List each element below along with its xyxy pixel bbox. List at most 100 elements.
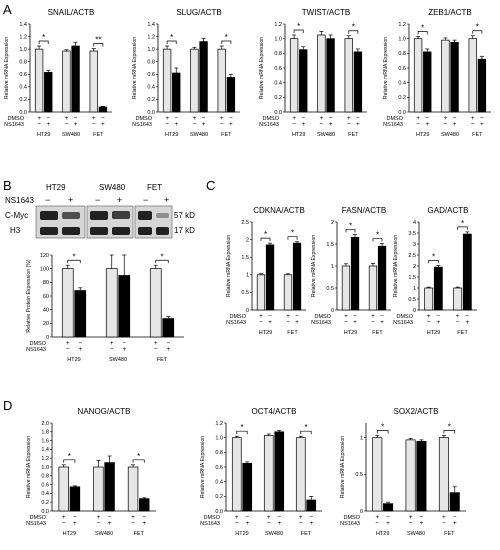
bar-dmso (344, 38, 353, 113)
y-axis-label: Relative mRNA Expression (132, 37, 138, 99)
blot-band (90, 227, 108, 235)
y-tick-label: 1.2 (398, 22, 406, 28)
y-tick-label: 0 (331, 308, 334, 314)
category-label: SW480 (441, 132, 459, 138)
dmso-sign: − (386, 514, 390, 521)
dmso-sign: + (442, 514, 446, 521)
y-tick-label: 1.8 (41, 430, 49, 436)
significance-bracket (428, 259, 439, 264)
row-label-ns1643: NS1643 (26, 347, 46, 353)
dmso-sign: − (73, 514, 77, 521)
blot-band (112, 211, 130, 219)
dmso-sign: − (356, 115, 360, 122)
blot-lane-sign: − (143, 195, 148, 205)
ns1643-sign: + (329, 121, 333, 128)
bar-dmso (413, 38, 423, 113)
y-tick-label: 0 (246, 308, 249, 314)
y-tick-label: 0.4 (147, 85, 155, 91)
y-tick-label: 1.2 (19, 34, 27, 40)
bar-ns1643 (226, 77, 236, 113)
y-tick-label: 1.0 (147, 47, 155, 53)
blot-row-label-h3: H3 (10, 226, 21, 235)
y-tick-label: 0.8 (398, 51, 406, 57)
y-axis-label: Relative mRNA Expression (200, 436, 206, 498)
ns1643-sign: − (193, 121, 197, 128)
significance-bracket (132, 459, 145, 463)
significance-bracket (155, 259, 169, 264)
y-tick-label: 0.4 (215, 479, 223, 485)
y-tick-label: 0.0 (41, 509, 49, 515)
dmso-sign: + (154, 340, 158, 347)
row-label-dmso: DMSO (387, 116, 404, 122)
ns1643-sign: − (286, 319, 290, 326)
blot-band (62, 212, 80, 219)
dmso-sign: − (101, 115, 105, 122)
ns1643-sign: + (229, 121, 233, 128)
category-label: HT29 (376, 531, 389, 537)
bar-ns1643 (326, 38, 335, 113)
bar-dmso (162, 48, 172, 113)
ns1643-sign: + (166, 346, 170, 353)
panel-letter-c: C (206, 178, 215, 193)
dmso-sign: + (286, 313, 290, 320)
category-label: FET (444, 531, 455, 537)
dmso-sign: + (375, 514, 379, 521)
blot-band (90, 211, 108, 220)
bar-ns1643 (416, 440, 427, 512)
ns1643-sign: − (320, 121, 324, 128)
ns1643-sign: − (66, 346, 70, 353)
y-tick-label: 1.4 (19, 22, 27, 28)
y-tick-label: 1.0 (274, 36, 282, 42)
significance-marker: * (160, 252, 163, 261)
significance-bracket (221, 40, 232, 44)
y-tick-label: 0.2 (215, 494, 223, 500)
bar-dmso (62, 50, 71, 113)
row-label-dmso: DMSO (230, 314, 247, 320)
category-label: SW480 (109, 357, 127, 363)
row-label-ns1643: NS1643 (226, 320, 246, 326)
ns1643-sign: + (74, 121, 78, 128)
blot-group-label: FET (147, 183, 162, 192)
y-tick-label: 1.0 (398, 36, 406, 42)
row-label-ns1643: NS1643 (311, 320, 331, 326)
blot-lane-sign: + (68, 195, 73, 205)
dmso-sign: − (380, 313, 384, 320)
y-tick-label: 0.8 (41, 474, 49, 480)
chart-title: SOX2/ACTB (394, 407, 439, 416)
ns1643-sign: + (245, 520, 249, 527)
row-label-dmso: DMSO (315, 314, 332, 320)
dmso-sign: − (174, 115, 178, 122)
y-tick-label: 100 (40, 266, 49, 272)
y-tick-label: 0 (46, 335, 49, 341)
significance-marker: * (240, 423, 243, 432)
y-tick-label: 0.2 (19, 97, 27, 103)
y-tick-label: 2 (331, 220, 334, 226)
dmso-sign: + (259, 313, 263, 320)
dmso-sign: + (235, 514, 239, 521)
dmso-sign: + (62, 514, 66, 521)
ns1643-sign: − (375, 520, 379, 527)
dmso-sign: + (65, 115, 69, 122)
dmso-sign: + (131, 514, 135, 521)
significance-bracket (38, 40, 49, 44)
ns1643-sign: + (101, 121, 105, 128)
y-tick-label: 1.5 (241, 255, 249, 261)
bar-dmso (61, 268, 74, 338)
bar-dmso (105, 268, 118, 338)
category-label: HT29 (235, 531, 248, 537)
bar-dmso (289, 38, 299, 113)
category-label: SW480 (317, 132, 335, 138)
ns1643-sign: − (154, 346, 158, 353)
dmso-sign: − (268, 313, 272, 320)
y-axis-label: Relative mRNA Expression (259, 37, 265, 99)
ns1643-sign: + (309, 520, 313, 527)
bar-dmso (231, 437, 242, 512)
y-tick-label: 2 (246, 237, 249, 243)
dmso-sign: − (353, 313, 357, 320)
ns1643-sign: + (453, 520, 457, 527)
ns1643-sign: − (409, 520, 413, 527)
panel-letter-d: D (3, 398, 12, 413)
blot-lane-sign: − (45, 195, 50, 205)
blot-lane-sign: + (117, 195, 122, 205)
y-tick-label: 0.6 (41, 482, 49, 488)
